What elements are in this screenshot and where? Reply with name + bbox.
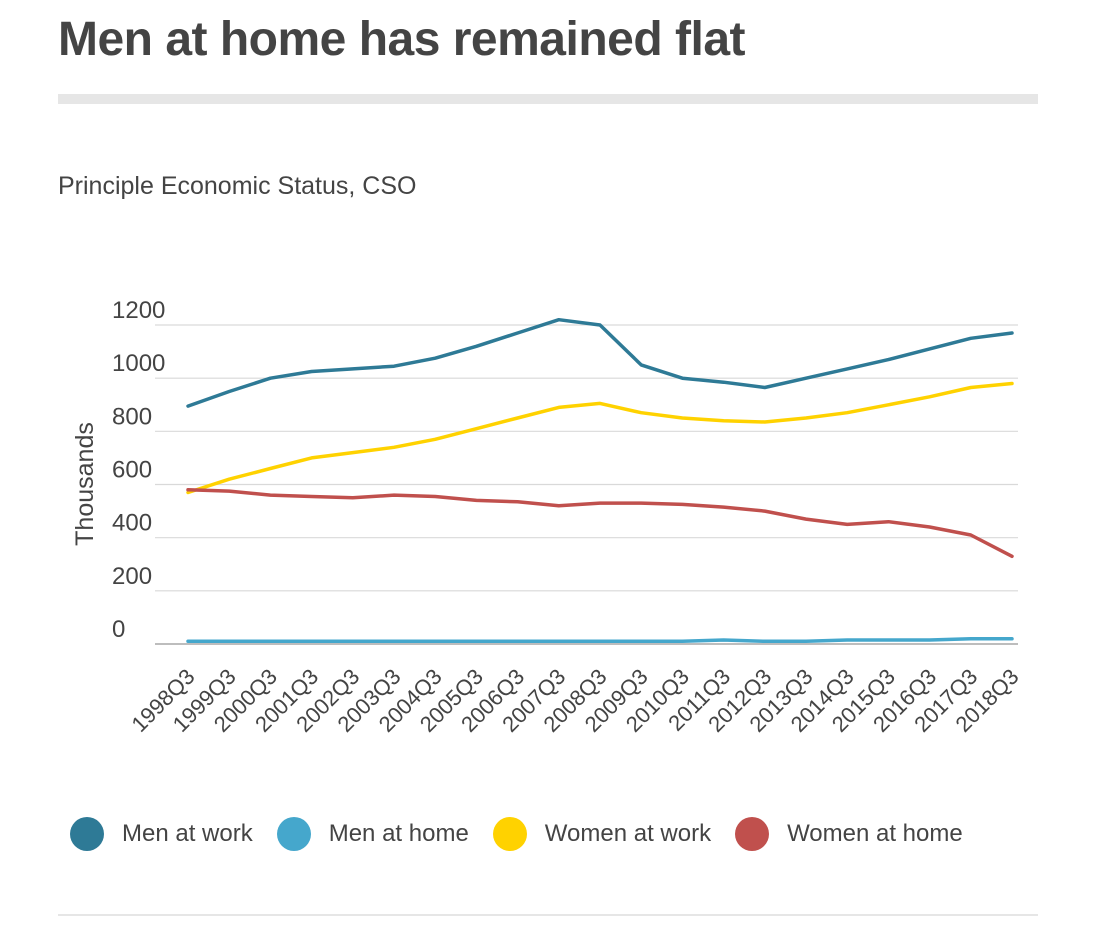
series-line-women-at-work [186,381,1014,495]
y-tick-label: 200 [112,563,152,590]
legend-item-men-at-work: Men at work [70,817,253,851]
y-tick-label: 600 [112,457,152,484]
chart-subtitle: Principle Economic Status, CSO [58,172,417,200]
legend-label: Men at home [328,820,469,847]
y-axis-label: Thousands [71,422,99,546]
series-line-men-at-home [186,636,1014,644]
y-tick-label: 1200 [112,297,165,324]
legend-swatch [735,817,770,851]
legend-label: Women at home [787,820,963,847]
y-tick-label: 0 [112,616,125,643]
y-tick-labels: 0 200 400 600 800 1000 1200 [112,297,165,643]
legend-swatch [276,817,311,851]
y-tick-label: 400 [112,510,152,537]
x-tick-labels: 1998Q31999Q32000Q32001Q32002Q32003Q32004… [126,664,1023,737]
footer-divider [58,914,1038,916]
y-tick-label: 1000 [112,350,165,377]
legend-item-women-at-home: Women at home [735,817,963,851]
series-line-men-at-work [186,317,1014,408]
y-tick-label: 800 [112,403,152,430]
legend-item-men-at-home: Men at home [276,817,469,851]
legend-label: Women at work [544,820,712,847]
legend-swatch [492,817,527,851]
grid-lines [155,324,1018,645]
chart-title: Men at home has remained flat [58,13,746,66]
series-line-women-at-home [186,488,1014,559]
legend-item-women-at-work: Women at work [492,817,712,851]
title-divider [58,94,1038,104]
legend-label: Men at work [122,820,253,847]
legend-swatch [70,817,104,851]
chart-legend: Men at work Men at home Women at work Women… [70,814,987,854]
series-lines [186,317,1014,644]
